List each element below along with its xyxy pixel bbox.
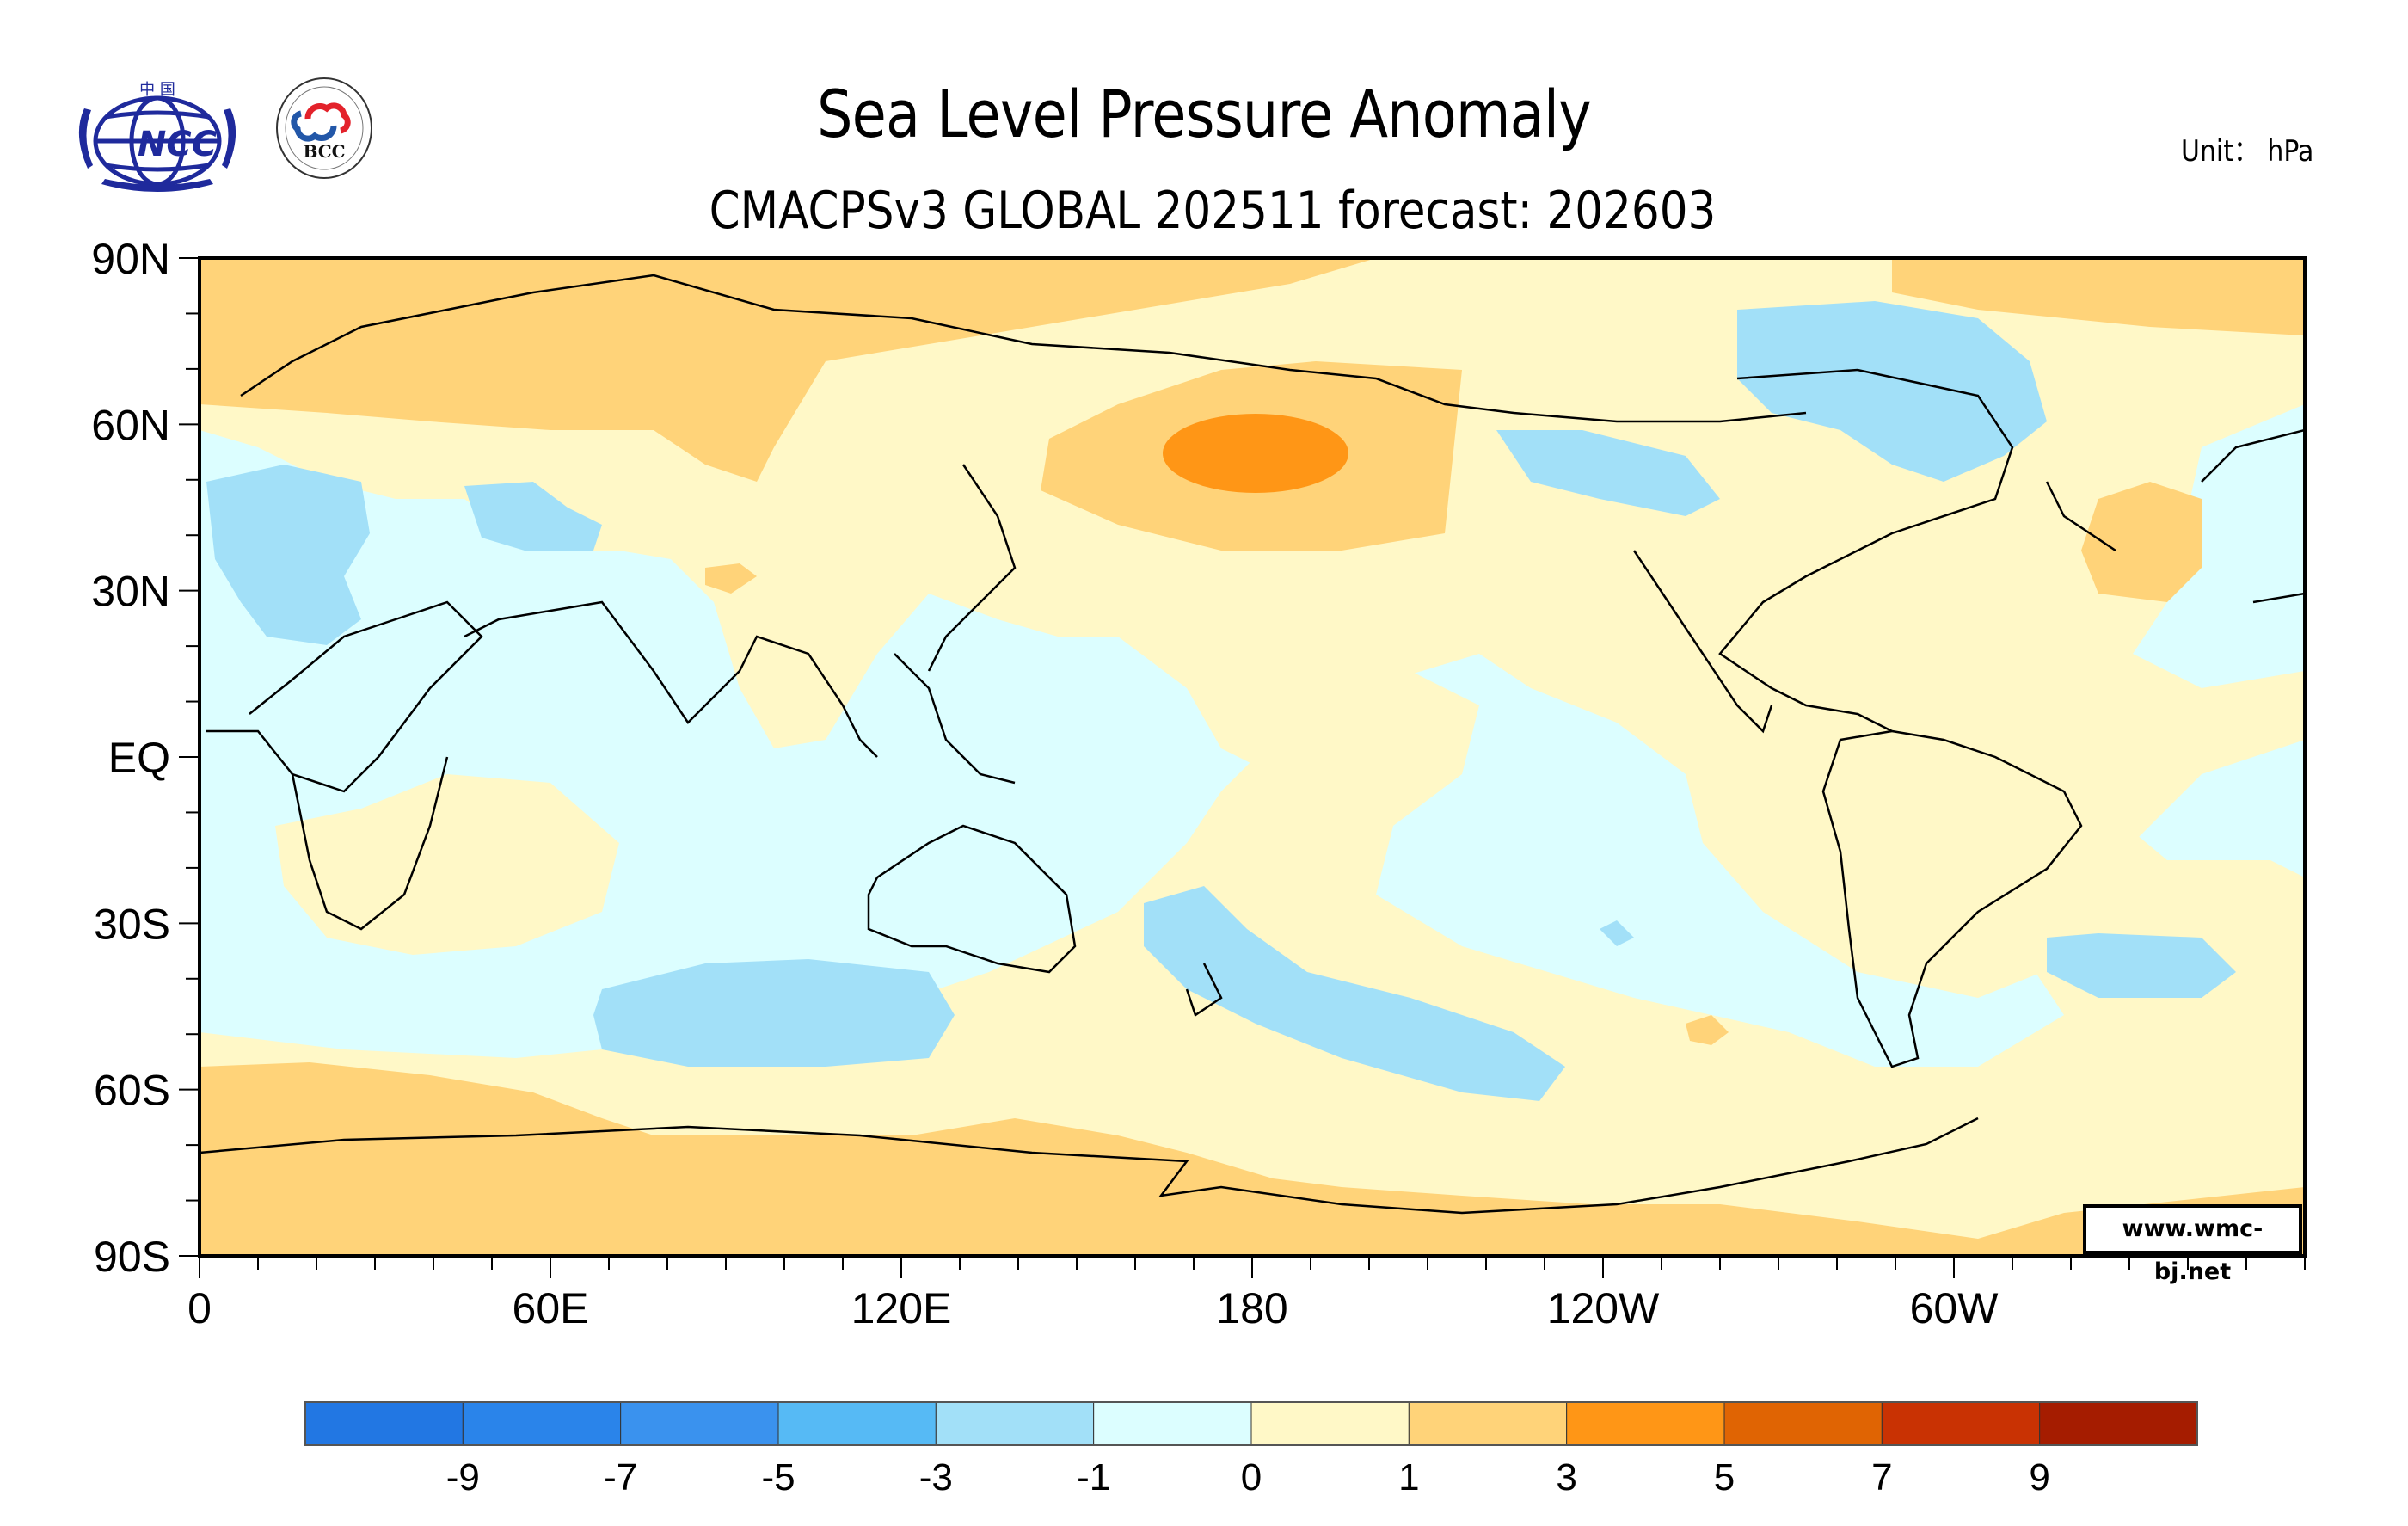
x-tick-label: 60E xyxy=(513,1284,589,1332)
chart-title: Sea Level Pressure Anomaly xyxy=(816,76,1592,152)
axis-ticks xyxy=(179,257,2306,1278)
bcc-logo: BCC xyxy=(276,77,372,179)
unit-label: Unit： hPa xyxy=(2180,134,2313,169)
colorbar-swatch xyxy=(1408,1401,1568,1446)
colorbar-label: 9 xyxy=(2029,1456,2049,1498)
colorbar-label: -3 xyxy=(919,1456,953,1498)
bcc-logo-text: BCC xyxy=(303,141,345,162)
colorbar-label: 0 xyxy=(1241,1456,1262,1498)
ncc-logo-top-text: 中 国 xyxy=(139,81,175,99)
x-tick-label: 0 xyxy=(187,1284,212,1332)
colorbar-swatch xyxy=(2039,1401,2198,1446)
colorbar-label: -5 xyxy=(761,1456,795,1498)
colorbar-swatch xyxy=(1566,1401,1725,1446)
y-tick-label: 90S xyxy=(94,1233,170,1281)
anomaly-field xyxy=(200,258,2305,1256)
colorbar-swatch xyxy=(620,1401,779,1446)
colorbar-label: 1 xyxy=(1398,1456,1419,1498)
x-tick-label: 120W xyxy=(1547,1284,1660,1332)
credit-label[interactable]: www.wmc-bj.net xyxy=(2083,1204,2302,1285)
y-tick-label: 60N xyxy=(91,401,170,449)
colorbar-swatch xyxy=(462,1401,622,1446)
colorbar-label: 5 xyxy=(1714,1456,1735,1498)
x-tick-label: 120E xyxy=(851,1284,952,1332)
ncc-logo-text: NCC xyxy=(138,125,217,164)
field-3-to-5 xyxy=(1163,414,1348,493)
y-tick-label: 90N xyxy=(91,235,170,283)
colorbar: -9 -7 -5 -3 -1 0 1 3 5 7 9 xyxy=(304,1401,2198,1498)
ncc-logo: NCC 中 国 xyxy=(78,81,236,192)
colorbar-swatch xyxy=(935,1401,1095,1446)
colorbar-label: -7 xyxy=(604,1456,637,1498)
colorbar-label: -1 xyxy=(1077,1456,1110,1498)
colorbar-frame xyxy=(304,1401,2198,1446)
colorbar-label: 3 xyxy=(1556,1456,1576,1498)
colorbar-swatch xyxy=(1723,1401,1883,1446)
axis-labels: 90N 60N 30N EQ 30S 60S 90S 0 60E 120E 180 120W 60W xyxy=(91,235,1999,1332)
y-tick-label: 30S xyxy=(94,900,170,948)
y-tick-label: 30N xyxy=(91,568,170,616)
colorbar-label: -9 xyxy=(446,1456,480,1498)
x-tick-label: 60W xyxy=(1910,1284,2000,1332)
colorbar-swatch xyxy=(1881,1401,2041,1446)
colorbar-label: 7 xyxy=(1871,1456,1892,1498)
y-tick-label: 60S xyxy=(94,1067,170,1115)
field-minus1-to-minus3 xyxy=(206,301,2236,1101)
colorbar-swatch xyxy=(1250,1401,1410,1446)
y-tick-label: EQ xyxy=(108,734,170,782)
colorbar-swatch xyxy=(777,1401,937,1446)
colorbar-swatch xyxy=(304,1401,464,1446)
coastlines xyxy=(200,274,2305,1215)
colorbar-swatch xyxy=(1093,1401,1252,1446)
x-tick-label: 180 xyxy=(1216,1284,1287,1332)
chart-subtitle: CMACPSv3 GLOBAL 202511 forecast: 202603 xyxy=(709,181,1717,241)
